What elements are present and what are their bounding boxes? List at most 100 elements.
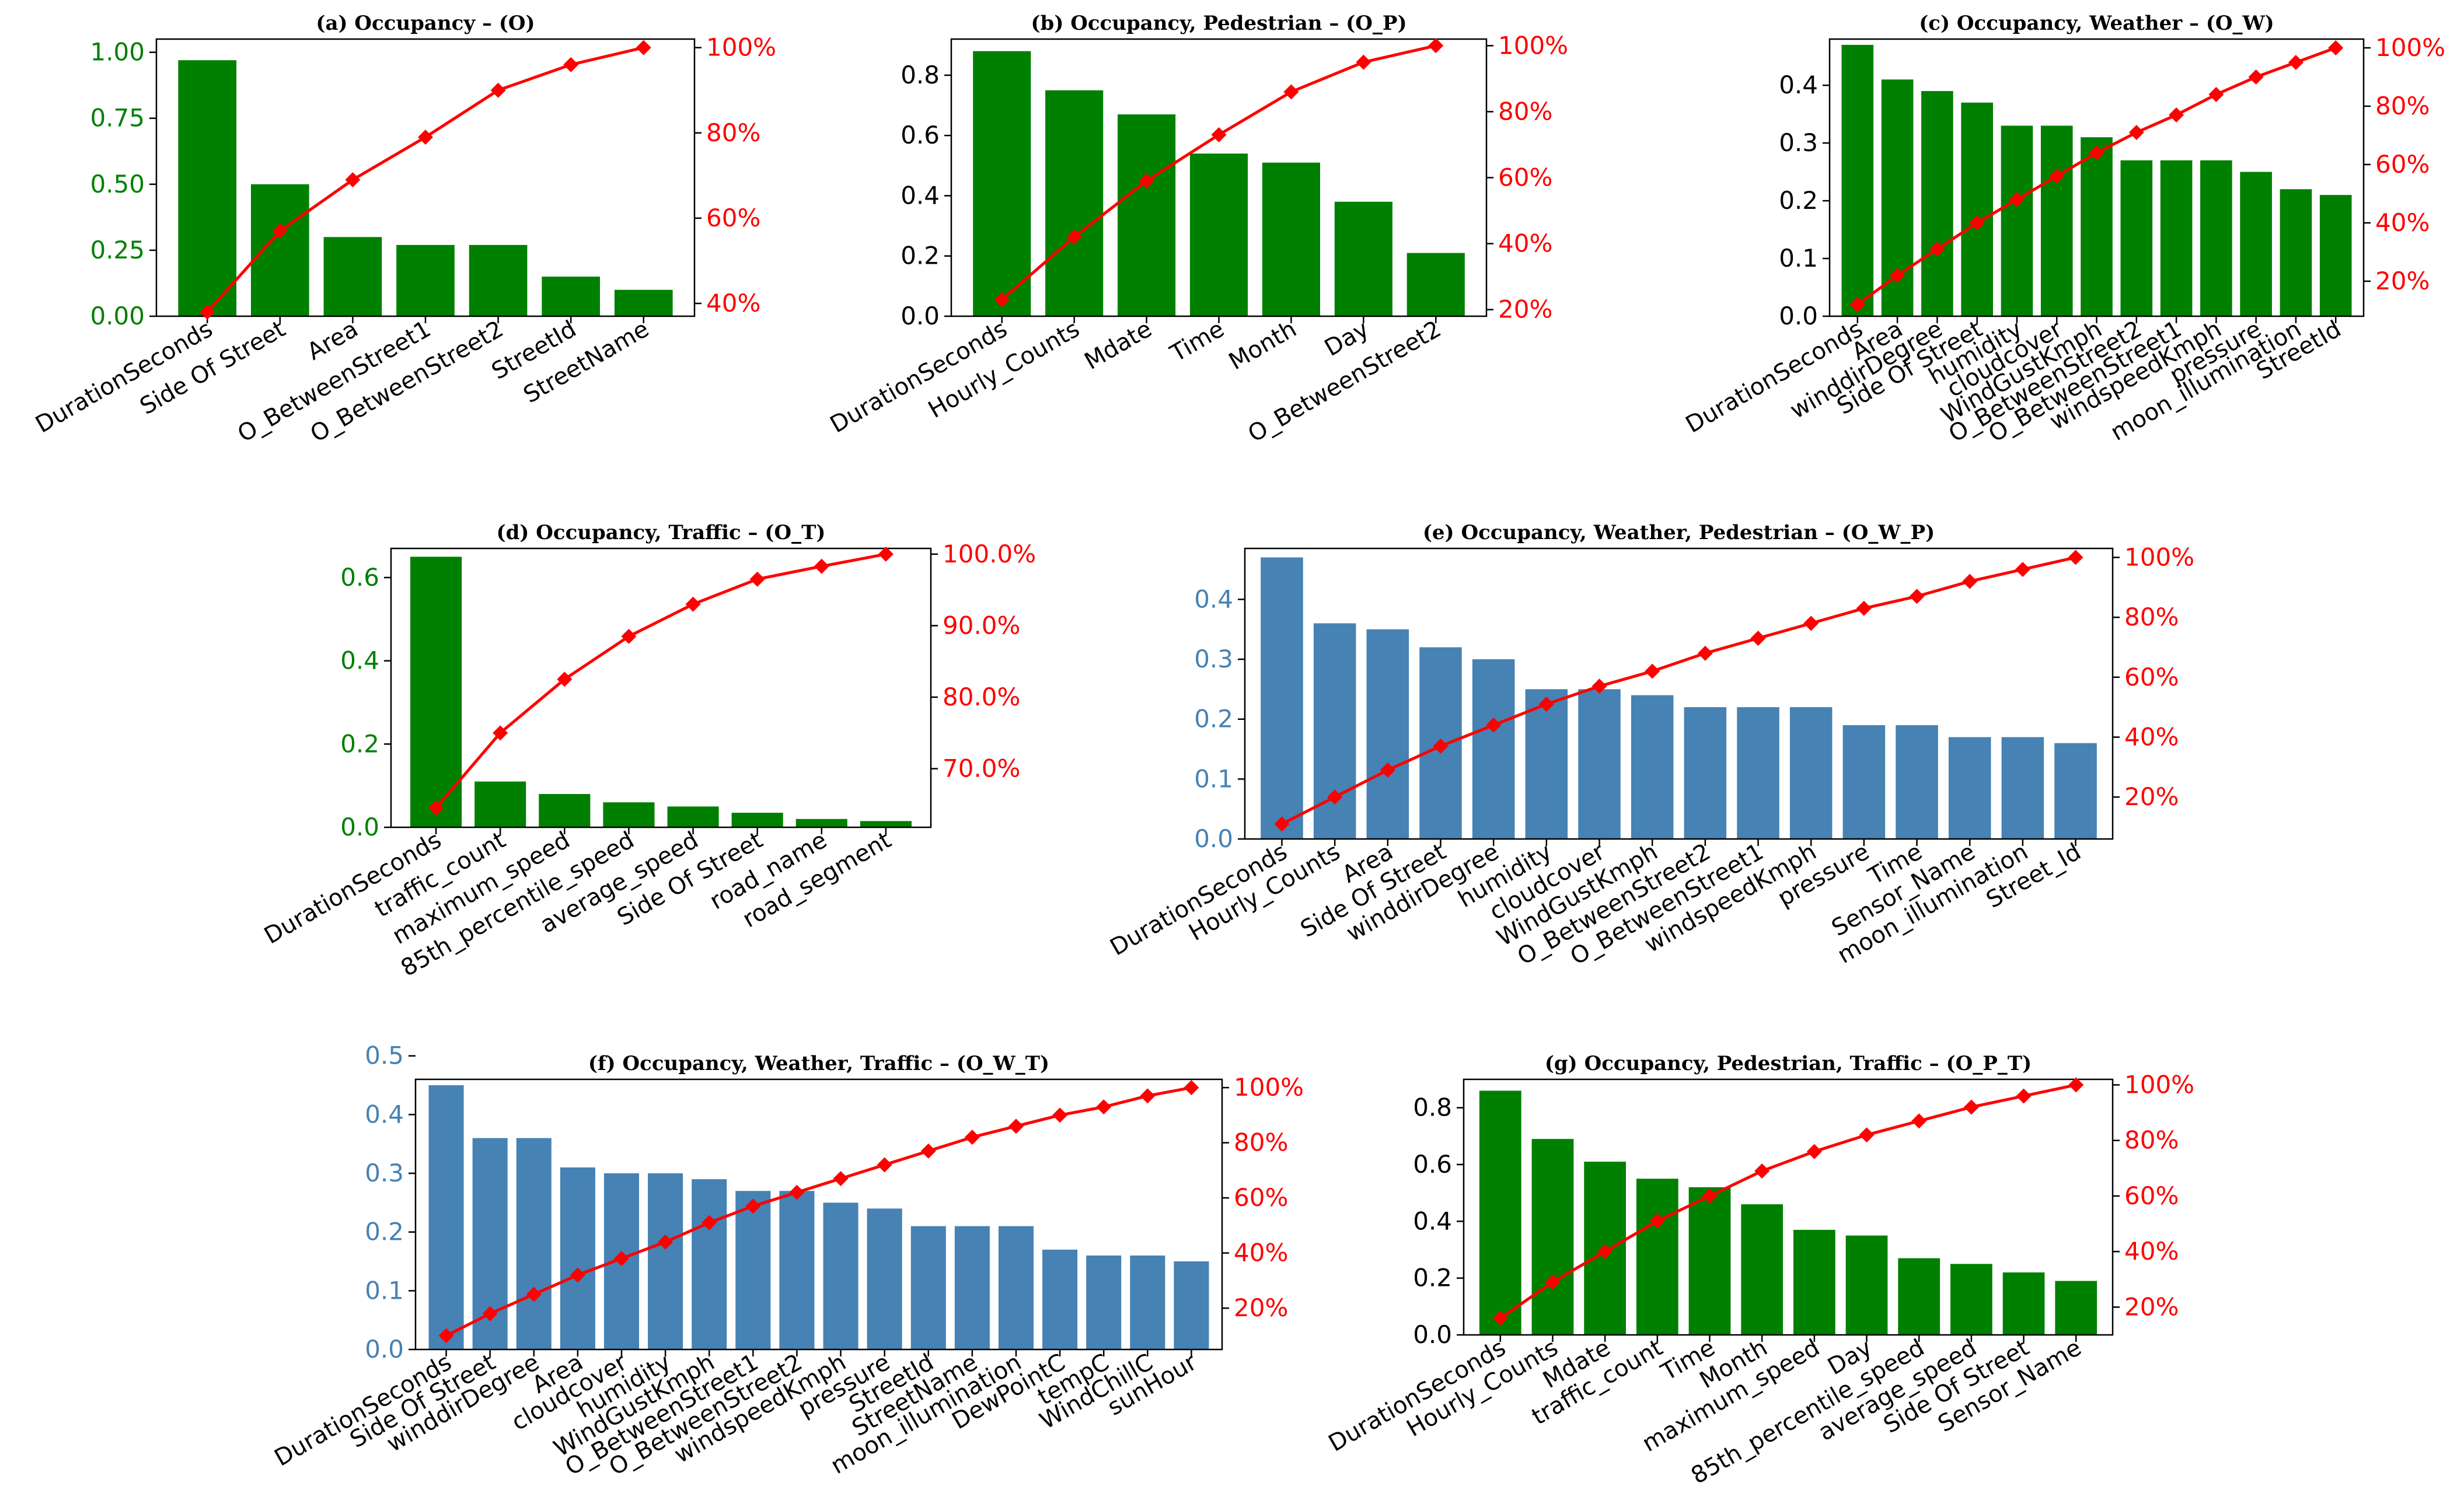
chart-title: (c) Occupancy, Weather – (O_W) xyxy=(1919,12,2274,35)
cumulative-point-5 xyxy=(490,82,506,98)
left-tick-label: 0.0 xyxy=(340,813,379,841)
bar-4 xyxy=(1189,153,1248,316)
bar-13 xyxy=(954,1226,990,1349)
cumulative-point-6 xyxy=(1538,696,1554,712)
cumulative-point-7 xyxy=(814,558,829,574)
cumulative-point-3 xyxy=(1929,242,1945,257)
cumulative-point-13 xyxy=(964,1130,980,1145)
cumulative-point-11 xyxy=(877,1157,892,1173)
bar-1 xyxy=(410,557,462,827)
bar-7 xyxy=(692,1179,727,1349)
right-tick-label: 60% xyxy=(2124,1181,2179,1210)
left-tick-label: 1.00 xyxy=(90,38,145,67)
left-tick-label: 0.2 xyxy=(1413,1264,1452,1292)
bar-2 xyxy=(250,184,309,316)
bar-7 xyxy=(1406,253,1465,316)
chart-panel-b: (b) Occupancy, Pedestrian – (O_P) 0.0 0.2 0… xyxy=(826,12,1568,447)
bar-1 xyxy=(973,51,1031,317)
cumulative-point-15 xyxy=(1052,1107,1068,1123)
bar-16 xyxy=(2054,743,2097,839)
cumulative-point-7 xyxy=(636,40,651,55)
left-tick-label: 0.6 xyxy=(1413,1150,1452,1179)
chart-panel-f: (f) Occupancy, Weather, Traffic – (O_W_T… xyxy=(270,1041,1304,1481)
cumulative-point-12 xyxy=(2288,55,2304,70)
left-tick-label: 0.25 xyxy=(90,236,145,264)
cumulative-point-5 xyxy=(2009,192,2025,207)
left-tick-label: 0.75 xyxy=(90,104,145,132)
plot-frame xyxy=(414,1078,1223,1351)
bar-15 xyxy=(2001,737,2044,839)
bar-2 xyxy=(1531,1139,1574,1335)
cumulative-point-3 xyxy=(1139,173,1154,189)
right-tick-label: 70.0% xyxy=(943,754,1020,782)
cumulative-point-4 xyxy=(1969,215,1985,230)
bar-2 xyxy=(1045,90,1104,317)
left-tick-label: 0.4 xyxy=(901,181,940,209)
bar-16 xyxy=(1086,1255,1122,1349)
bar-4 xyxy=(560,1167,595,1349)
bar-6 xyxy=(1525,689,1568,839)
cumulative-point-12 xyxy=(920,1143,936,1159)
category-label: Month xyxy=(1224,316,1301,376)
cumulative-point-2 xyxy=(1327,789,1343,805)
left-tick-label: 0.8 xyxy=(1413,1093,1452,1122)
cumulative-point-1 xyxy=(200,304,215,320)
left-tick-label: 0.00 xyxy=(90,302,145,330)
cumulative-line xyxy=(435,553,887,809)
cumulative-point-4 xyxy=(1433,738,1449,754)
cumulative-point-2 xyxy=(1066,229,1082,245)
right-tick-label: 80% xyxy=(1498,97,1552,125)
right-tick-label: 60% xyxy=(1498,163,1552,192)
bar-6 xyxy=(731,813,783,827)
cumulative-point-2 xyxy=(1890,268,1905,283)
cumulative-point-1 xyxy=(1849,297,1865,312)
cumulative-point-5 xyxy=(614,1251,630,1267)
cumulative-point-7 xyxy=(1806,1144,1822,1159)
bar-12 xyxy=(2280,189,2312,316)
left-tick-label: 0.1 xyxy=(1194,764,1233,793)
bar-15 xyxy=(1042,1249,1078,1349)
cumulative-point-18 xyxy=(1184,1080,1199,1096)
bar-9 xyxy=(2160,160,2193,316)
chart-title: (b) Occupancy, Pedestrian – (O_P) xyxy=(1031,12,1406,35)
cumulative-point-2 xyxy=(493,725,508,741)
cumulative-point-10 xyxy=(2208,87,2224,102)
bar-9 xyxy=(1684,707,1727,839)
cumulative-point-5 xyxy=(1486,717,1502,733)
left-tick-label: 0.0 xyxy=(1413,1320,1452,1349)
cumulative-point-6 xyxy=(749,571,765,587)
cumulative-point-9 xyxy=(1911,1113,1927,1129)
bar-10 xyxy=(1737,707,1779,839)
right-tick-label: 100% xyxy=(1234,1073,1304,1102)
left-tick-label: 0.3 xyxy=(1779,128,1818,157)
cumulative-point-7 xyxy=(2089,145,2104,160)
left-tick-label: 0.1 xyxy=(1779,244,1818,272)
bar-13 xyxy=(2319,195,2352,316)
bar-12 xyxy=(1842,725,1886,839)
bar-6 xyxy=(542,277,601,316)
right-tick-label: 20% xyxy=(1498,295,1552,324)
bar-3 xyxy=(539,793,591,827)
cumulative-point-11 xyxy=(1803,616,1819,631)
bar-8 xyxy=(860,821,912,827)
cumulative-point-2 xyxy=(272,223,288,239)
right-tick-label: 80% xyxy=(2124,1126,2179,1155)
right-tick-label: 80.0% xyxy=(943,683,1020,711)
cumulative-point-6 xyxy=(1754,1163,1770,1179)
cumulative-point-2 xyxy=(1545,1274,1561,1290)
left-tick-label: 0.0 xyxy=(901,302,940,330)
cumulative-point-13 xyxy=(1909,589,1925,604)
chart-title: (g) Occupancy, Pedestrian, Traffic – (O_… xyxy=(1545,1052,2032,1075)
bar-12 xyxy=(910,1226,946,1349)
bar-5 xyxy=(469,244,528,316)
cumulative-point-12 xyxy=(1856,600,1872,616)
cumulative-point-11 xyxy=(2248,69,2264,85)
cumulative-point-9 xyxy=(789,1184,805,1200)
bar-7 xyxy=(1793,1229,1835,1335)
chart-panel-c: (c) Occupancy, Weather – (O_W) 0.0 0.1 0.2 0… xyxy=(1681,12,2445,447)
cumulative-point-10 xyxy=(833,1171,849,1187)
cumulative-point-3 xyxy=(526,1286,542,1302)
bar-5 xyxy=(1472,659,1515,839)
right-tick-label: 90.0% xyxy=(943,611,1020,639)
